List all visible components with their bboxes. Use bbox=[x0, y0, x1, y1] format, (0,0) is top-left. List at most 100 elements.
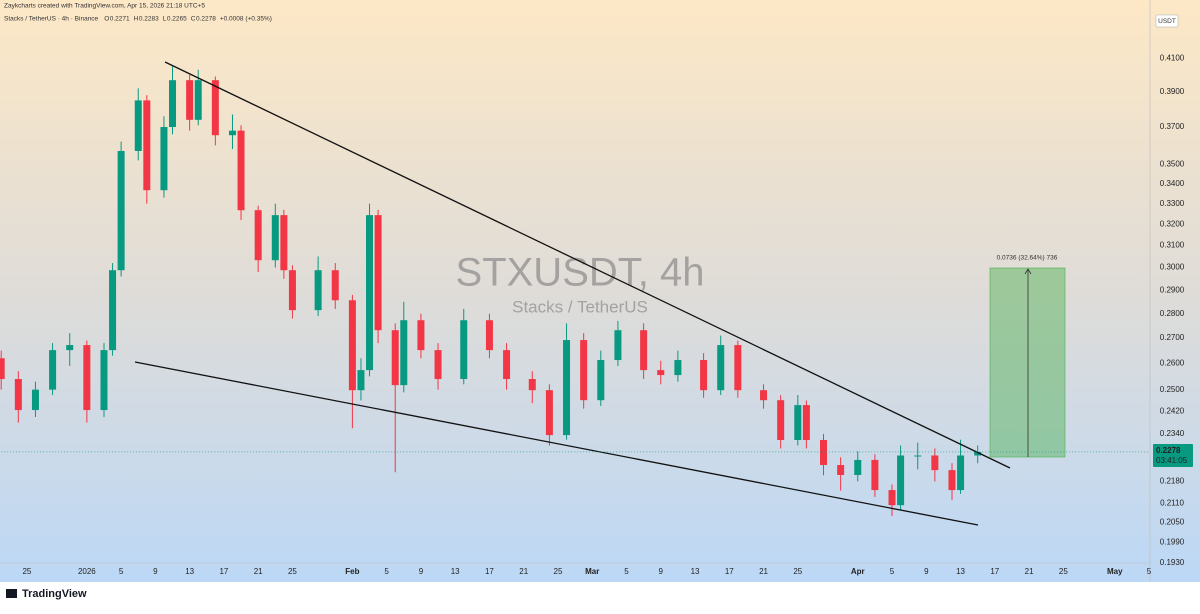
symbol-line: Stacks / TetherUS · 4h · Binance bbox=[4, 16, 99, 23]
candle-body bbox=[545, 390, 553, 436]
measure-label: 0.0736 (32.64%) 736 bbox=[997, 255, 1058, 262]
candle-body bbox=[871, 459, 879, 491]
ohlc-value: 0.2271 bbox=[110, 16, 130, 23]
y-tick-label: 0.4100 bbox=[1160, 53, 1185, 62]
ohlc-key: H bbox=[134, 16, 139, 23]
candle-body bbox=[14, 379, 22, 411]
candle-body bbox=[186, 80, 194, 120]
y-tick-label: 0.2600 bbox=[1160, 358, 1185, 367]
candle-body bbox=[169, 80, 177, 128]
x-tick-label: 2026 bbox=[78, 567, 96, 576]
x-tick-label: 13 bbox=[691, 567, 700, 576]
candle-body bbox=[700, 360, 708, 391]
candle-body bbox=[640, 330, 648, 371]
candle-body bbox=[717, 345, 725, 391]
candle-body bbox=[314, 270, 322, 311]
y-tick-label: 0.2110 bbox=[1160, 498, 1184, 507]
y-tick-label: 0.2180 bbox=[1160, 477, 1185, 486]
candle-body bbox=[160, 127, 168, 191]
x-tick-label: 25 bbox=[1059, 567, 1068, 576]
candle-body bbox=[117, 150, 125, 271]
currency-box[interactable] bbox=[1155, 14, 1179, 28]
x-tick-label: 5 bbox=[119, 567, 124, 576]
candle-body bbox=[66, 345, 74, 351]
candle-body bbox=[194, 80, 202, 120]
x-tick-label: 21 bbox=[519, 567, 528, 576]
x-tick-label: Apr bbox=[851, 567, 865, 576]
currency: USDT bbox=[1158, 18, 1176, 25]
candle-body bbox=[228, 130, 236, 136]
y-tick-label: 0.2050 bbox=[1160, 518, 1185, 527]
candle-body bbox=[0, 358, 5, 380]
x-tick-label: 9 bbox=[419, 567, 424, 576]
x-tick-label: 13 bbox=[451, 567, 460, 576]
x-tick-label: 17 bbox=[725, 567, 734, 576]
x-tick-label: 5 bbox=[384, 567, 389, 576]
x-tick-label: 25 bbox=[288, 567, 297, 576]
candle-body bbox=[837, 465, 845, 475]
candle-body bbox=[31, 389, 39, 411]
y-tick-label: 0.3400 bbox=[1160, 179, 1185, 188]
y-tick-label: 0.1930 bbox=[1160, 558, 1185, 567]
candle-body bbox=[391, 330, 399, 386]
x-tick-label: Mar bbox=[585, 567, 599, 576]
y-tick-label: 0.3100 bbox=[1160, 241, 1185, 250]
candle-body bbox=[854, 459, 862, 475]
candle-body bbox=[460, 320, 468, 380]
last-price-box bbox=[1153, 443, 1193, 467]
last-price-value: 0.2278 bbox=[1156, 446, 1181, 455]
y-tick-label: 0.3000 bbox=[1160, 263, 1185, 272]
x-tick-label: 9 bbox=[659, 567, 664, 576]
x-tick-label: 21 bbox=[1025, 567, 1034, 576]
candle-body bbox=[657, 370, 665, 376]
candle-body bbox=[614, 330, 622, 361]
candle-body bbox=[366, 215, 374, 371]
candle-body bbox=[503, 350, 511, 380]
x-tick-label: 25 bbox=[554, 567, 563, 576]
candle-body bbox=[888, 490, 896, 506]
candle-body bbox=[820, 439, 828, 466]
candle-body bbox=[760, 390, 768, 401]
candle-body bbox=[134, 100, 142, 151]
x-tick-label: 25 bbox=[793, 567, 802, 576]
candle-body bbox=[802, 405, 810, 440]
x-tick-label: 5 bbox=[1147, 567, 1152, 576]
candle-body bbox=[331, 270, 339, 301]
trend-line-lower bbox=[134, 361, 979, 526]
candle-body bbox=[237, 130, 245, 211]
measure-arrow-head bbox=[1024, 268, 1032, 275]
x-tick-label: 17 bbox=[990, 567, 999, 576]
candle-body bbox=[957, 455, 965, 491]
candle-body bbox=[914, 455, 922, 457]
y-tick-label: 0.1990 bbox=[1160, 538, 1185, 547]
x-tick-label: 21 bbox=[254, 567, 263, 576]
plot bbox=[0, 66, 982, 517]
y-tick-label: 0.2700 bbox=[1160, 333, 1185, 342]
brand: TradingView bbox=[22, 588, 87, 600]
x-tick-label: 17 bbox=[485, 567, 494, 576]
change: +0.0008 (+0.35%) bbox=[220, 16, 272, 23]
x-tick-label: 21 bbox=[759, 567, 768, 576]
x-tick-label: 13 bbox=[956, 567, 965, 576]
legend: Stacks / TetherUS · 4h · Binance O 0.2271… bbox=[4, 16, 272, 23]
ohlc-key: L bbox=[163, 16, 167, 23]
y-tick-label: 0.2420 bbox=[1160, 407, 1185, 416]
ohlc-value: 0.2283 bbox=[139, 16, 159, 23]
y-tick-label: 0.3200 bbox=[1160, 219, 1185, 228]
y-tick-label: 0.3300 bbox=[1160, 199, 1185, 208]
x-tick-label: 25 bbox=[22, 567, 31, 576]
x-tick-label: 5 bbox=[890, 567, 895, 576]
candle-body bbox=[597, 360, 605, 401]
candle-body bbox=[348, 300, 356, 391]
y-tick-label: 0.3500 bbox=[1160, 159, 1185, 168]
y-tick-label: 0.2340 bbox=[1160, 429, 1185, 438]
trend-line-upper bbox=[164, 61, 1011, 469]
candle-body bbox=[563, 340, 571, 436]
candle-body bbox=[143, 100, 151, 191]
candle-body bbox=[357, 370, 365, 391]
candle-body bbox=[580, 340, 588, 401]
y-tick-label: 0.2900 bbox=[1160, 285, 1185, 294]
